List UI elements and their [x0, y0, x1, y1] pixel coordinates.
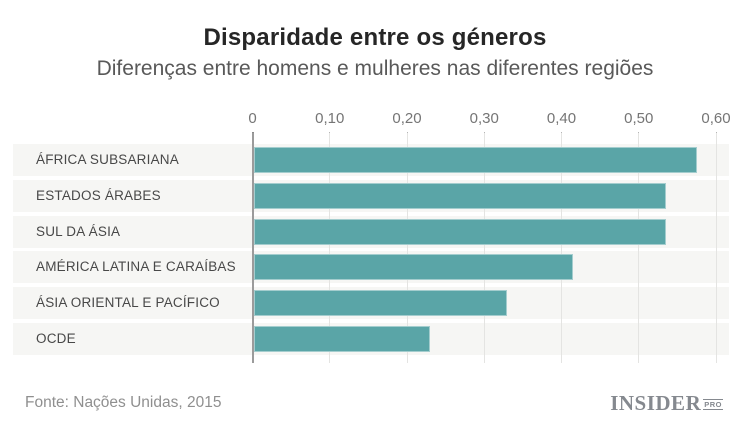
logo-text: INSIDER [610, 391, 702, 415]
bar-3 [253, 218, 666, 245]
category-label: AMÉRICA LATINA E CARAÍBAS [36, 259, 236, 275]
gridline [483, 133, 485, 363]
gridline [715, 133, 717, 363]
zero-axis-line [251, 133, 254, 363]
gridline [406, 133, 408, 363]
bar-1 [253, 147, 697, 173]
gridline [638, 133, 640, 363]
category-label: SUL DA ÁSIA [36, 223, 121, 239]
bar-4 [253, 254, 574, 281]
bar-5 [253, 290, 508, 317]
source-note: Fonte: Nações Unidas, 2015 [25, 394, 222, 411]
logo-pro-badge: PRO [703, 399, 723, 410]
gridline [329, 133, 331, 363]
x-tick-label: 0,10 [315, 110, 345, 127]
chart-title: Disparidade entre os géneros [203, 24, 547, 51]
x-tick-label: 0,60 [701, 110, 731, 127]
bar-6 [253, 326, 431, 352]
x-tick-label: 0,30 [469, 110, 499, 127]
x-tick-label: 0,40 [546, 110, 577, 127]
insiderpro-logo: INSIDER PRO [610, 391, 723, 416]
gridline [561, 133, 562, 363]
x-tick-label: 0,50 [624, 110, 654, 127]
category-label: OCDE [36, 331, 76, 346]
category-label: ESTADOS ÁRABES [36, 187, 161, 203]
bar-2 [253, 182, 666, 209]
category-label: ÁSIA ORIENTAL E PACÍFICO [36, 295, 220, 311]
chart-subtitle: Diferenças entre homens e mulheres nas d… [96, 57, 654, 80]
bar-chart: 0 0,10 0,20 0,30 0,40 0,50 0,60 ÁFRICA SUBSARI… [0, 108, 750, 370]
category-label: ÁFRICA SUBSARIANA [36, 152, 179, 167]
x-tick-label: 0,20 [392, 110, 422, 127]
x-tick-label: 0 [248, 110, 257, 127]
